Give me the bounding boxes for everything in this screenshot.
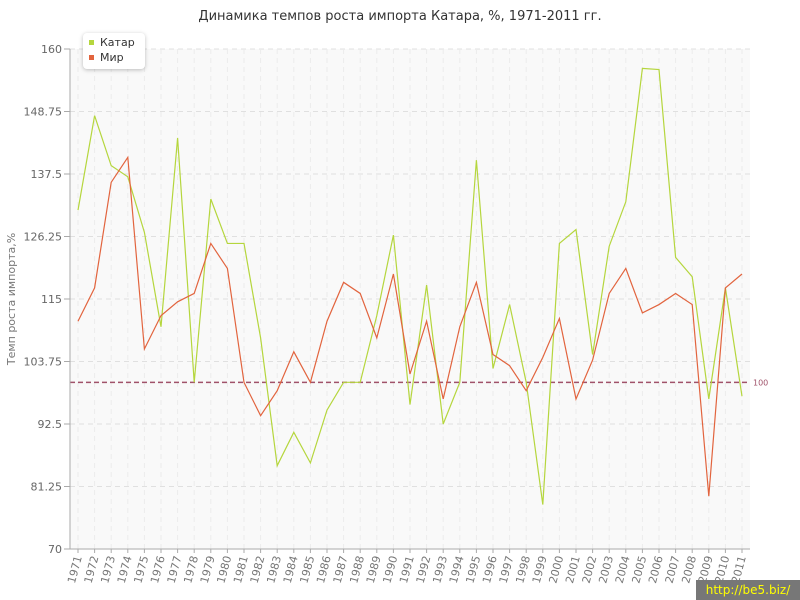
grid-lines [70,48,750,550]
y-tick-label: 92.5 [38,418,63,431]
y-tick-label: 103.75 [24,356,63,369]
y-tick-label: 115 [41,293,62,306]
y-tick-label: 137.5 [31,168,63,181]
legend: Катар Мир [83,33,145,69]
y-tick-label: 81.25 [31,481,63,494]
legend-swatch-qatar [89,39,94,45]
y-tick-label: 126.25 [24,231,63,244]
legend-label-qatar: Катар [100,36,135,49]
chart-title: Динамика темпов роста импорта Катара, %,… [198,9,602,24]
legend-swatch-world [89,54,94,60]
reference-line-label: 100 [753,378,768,387]
y-tick-label: 70 [48,543,62,556]
y-tick-label: 148.75 [24,106,63,119]
y-tick-label: 160 [41,43,62,56]
series-line-world[interactable] [77,155,743,497]
series-lines [77,67,743,505]
legend-label-world: Мир [100,51,124,64]
legend-item-world[interactable]: Мир [89,51,124,65]
legend-item-qatar[interactable]: Катар [89,36,135,50]
watermark-link[interactable]: http://be5.biz/ [696,580,800,600]
reference-line-group: 100 [70,378,768,387]
y-axis-title: Темп роста импорта,% [5,233,18,366]
series-line-qatar[interactable] [77,67,743,505]
